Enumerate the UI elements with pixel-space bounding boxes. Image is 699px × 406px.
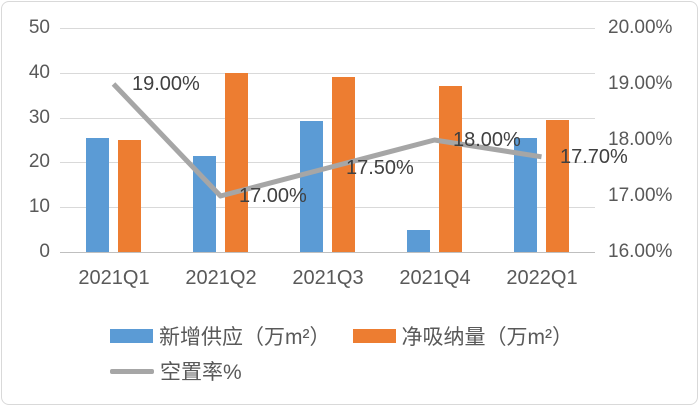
- bar-new-supply-2021Q1: [86, 138, 109, 252]
- gridline-40: [60, 73, 595, 74]
- vacancy-point-label-2021Q1: 19.00%: [132, 73, 200, 95]
- vacancy-rate-swatch: [110, 368, 154, 374]
- right-axis-tick-17.00%: 17.00%: [608, 185, 673, 206]
- left-axis-tick-20: 20: [28, 151, 50, 172]
- gridline-30: [60, 118, 595, 119]
- bar-new-supply-2021Q2: [193, 156, 216, 252]
- right-axis-tick-18.00%: 18.00%: [608, 129, 673, 150]
- right-axis-tick-19.00%: 19.00%: [608, 73, 673, 94]
- bar-net-absorption-2021Q1: [118, 140, 141, 252]
- new-supply-swatch: [110, 329, 153, 343]
- vacancy-point-label-2021Q2: 17.00%: [239, 185, 307, 207]
- left-axis-tick-0: 0: [39, 241, 50, 262]
- x-axis-label-2021Q1: 2021Q1: [78, 267, 150, 289]
- legend-item-net-absorption: 净吸纳量（万m²）: [352, 321, 574, 351]
- x-axis-label-2021Q3: 2021Q3: [292, 267, 364, 289]
- legend-item-vacancy-rate: 空置率%: [110, 356, 242, 386]
- vacancy-point-label-2021Q3: 17.50%: [346, 157, 414, 179]
- bar-net-absorption-2021Q4: [439, 86, 462, 252]
- legend-row-2: 空置率%: [110, 356, 595, 386]
- gridline-10: [60, 207, 595, 208]
- left-axis-tick-10: 10: [28, 196, 50, 217]
- legend-label-new-supply: 新增供应（万m²）: [159, 326, 331, 349]
- right-axis-tick-20.00%: 20.00%: [608, 17, 673, 38]
- legend: 新增供应（万m²） 净吸纳量（万m²） 空置率%: [110, 321, 595, 391]
- bar-new-supply-2021Q4: [407, 230, 430, 252]
- legend-item-new-supply: 新增供应（万m²）: [110, 321, 331, 351]
- left-axis-tick-40: 40: [28, 62, 50, 83]
- gridline-0: [60, 252, 595, 253]
- legend-label-net-absorption: 净吸纳量（万m²）: [401, 326, 574, 349]
- x-axis-label-2021Q2: 2021Q2: [185, 267, 257, 289]
- legend-row-1: 新增供应（万m²） 净吸纳量（万m²）: [110, 321, 595, 351]
- right-axis-tick-16.00%: 16.00%: [608, 241, 673, 262]
- x-axis-label-2022Q1: 2022Q1: [506, 267, 578, 289]
- net-absorption-swatch: [352, 329, 396, 343]
- left-axis-tick-50: 50: [28, 17, 50, 38]
- left-axis-tick-30: 30: [28, 107, 50, 128]
- vacancy-point-label-2022Q1: 17.70%: [560, 146, 628, 168]
- bar-net-absorption-2022Q1: [546, 120, 569, 252]
- bar-net-absorption-2021Q2: [225, 73, 248, 252]
- gridline-50: [60, 28, 595, 29]
- bar-new-supply-2022Q1: [514, 138, 537, 252]
- x-axis-label-2021Q4: 2021Q4: [399, 267, 471, 289]
- vacancy-point-label-2021Q4: 18.00%: [453, 129, 521, 151]
- legend-label-vacancy-rate: 空置率%: [160, 361, 242, 384]
